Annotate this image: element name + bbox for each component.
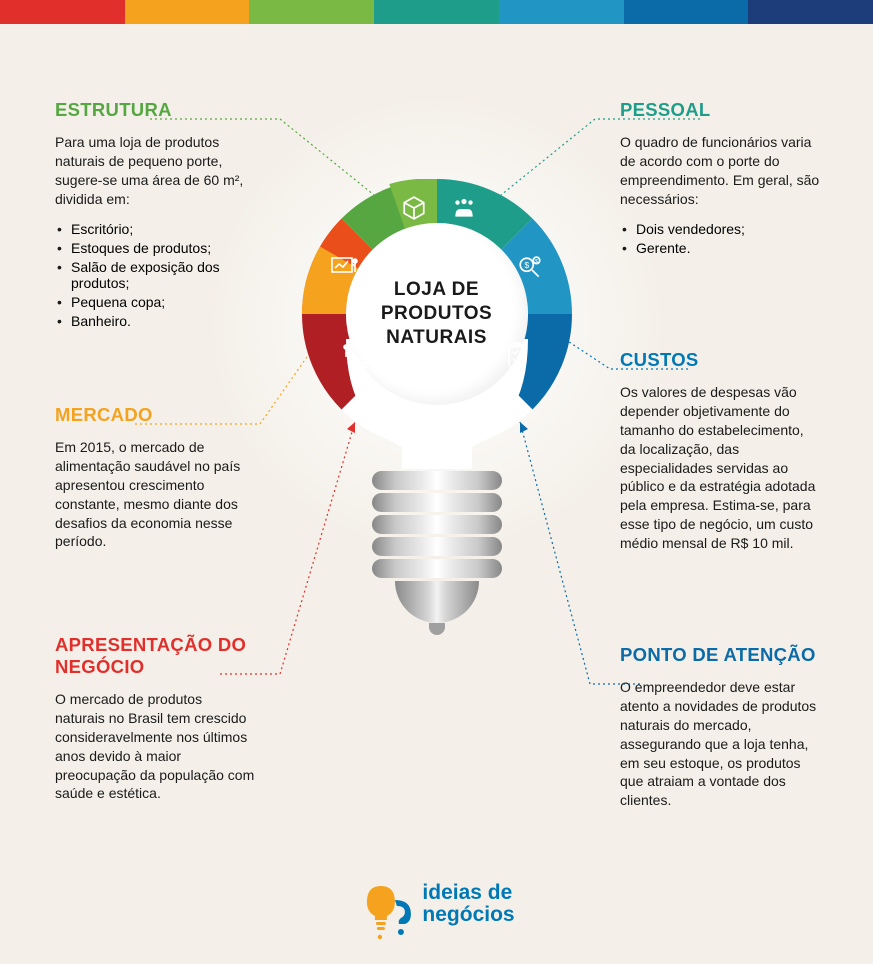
list-item: Gerente.	[620, 240, 820, 256]
people-icon	[451, 195, 477, 227]
footer-line1: ideias de	[422, 882, 514, 904]
section-body: Para uma loja de produtos naturais de pe…	[55, 133, 255, 209]
lightbulb-graphic: LOJA DE PRODUTOS NATURAIS $$	[277, 179, 597, 635]
section-title: ESTRUTURA	[55, 99, 255, 121]
section-title: PONTO DE ATENÇÃO	[620, 644, 820, 666]
segment-ring: LOJA DE PRODUTOS NATURAIS $$	[302, 179, 572, 449]
rainbow-topbar	[0, 0, 873, 24]
list-item: Escritório;	[55, 221, 255, 237]
section-body: O quadro de funcionários varia de acordo…	[620, 133, 820, 209]
section-apresentacao: APRESENTAÇÃO DO NEGÓCIO O mercado de pro…	[55, 634, 255, 803]
section-body: O empreendedor deve estar atento a novid…	[620, 678, 820, 810]
list-item: Dois vendedores;	[620, 221, 820, 237]
section-title: PESSOAL	[620, 99, 820, 121]
chart-present-icon	[330, 256, 358, 286]
cube-icon	[401, 195, 427, 227]
section-estrutura: ESTRUTURA Para uma loja de produtos natu…	[55, 99, 255, 332]
section-custos: CUSTOS Os valores de despesas vão depend…	[620, 349, 820, 553]
list-item: Banheiro.	[55, 313, 255, 329]
section-title: MERCADO	[55, 404, 255, 426]
list-item: Estoques de produtos;	[55, 240, 255, 256]
section-title: CUSTOS	[620, 349, 820, 371]
list-item: Salão de exposição dos produtos;	[55, 259, 255, 291]
presentation-board-icon	[343, 343, 371, 375]
section-list: Dois vendedores; Gerente.	[620, 221, 820, 256]
svg-text:$: $	[524, 260, 529, 270]
section-mercado: MERCADO Em 2015, o mercado de alimentaçã…	[55, 404, 255, 551]
footer-logo: ideias de negócios	[358, 882, 514, 944]
section-atencao: PONTO DE ATENÇÃO O empreendedor deve est…	[620, 644, 820, 810]
list-item: Pequena copa;	[55, 294, 255, 310]
section-title: APRESENTAÇÃO DO NEGÓCIO	[55, 634, 255, 678]
money-search-icon: $$	[517, 255, 543, 287]
section-body: Os valores de despesas vão depender obje…	[620, 383, 820, 553]
section-list: Escritório; Estoques de produtos; Salão …	[55, 221, 255, 329]
svg-text:$: $	[534, 259, 537, 265]
ideias-bulb-icon	[358, 882, 414, 944]
clipboard-icon	[505, 342, 529, 376]
section-pessoal: PESSOAL O quadro de funcionários varia d…	[620, 99, 820, 259]
section-body: O mercado de produtos naturais no Brasil…	[55, 690, 255, 803]
section-body: Em 2015, o mercado de alimentação saudáv…	[55, 438, 255, 551]
footer-line2: negócios	[422, 904, 514, 926]
center-title: LOJA DE PRODUTOS NATURAIS	[346, 278, 528, 349]
